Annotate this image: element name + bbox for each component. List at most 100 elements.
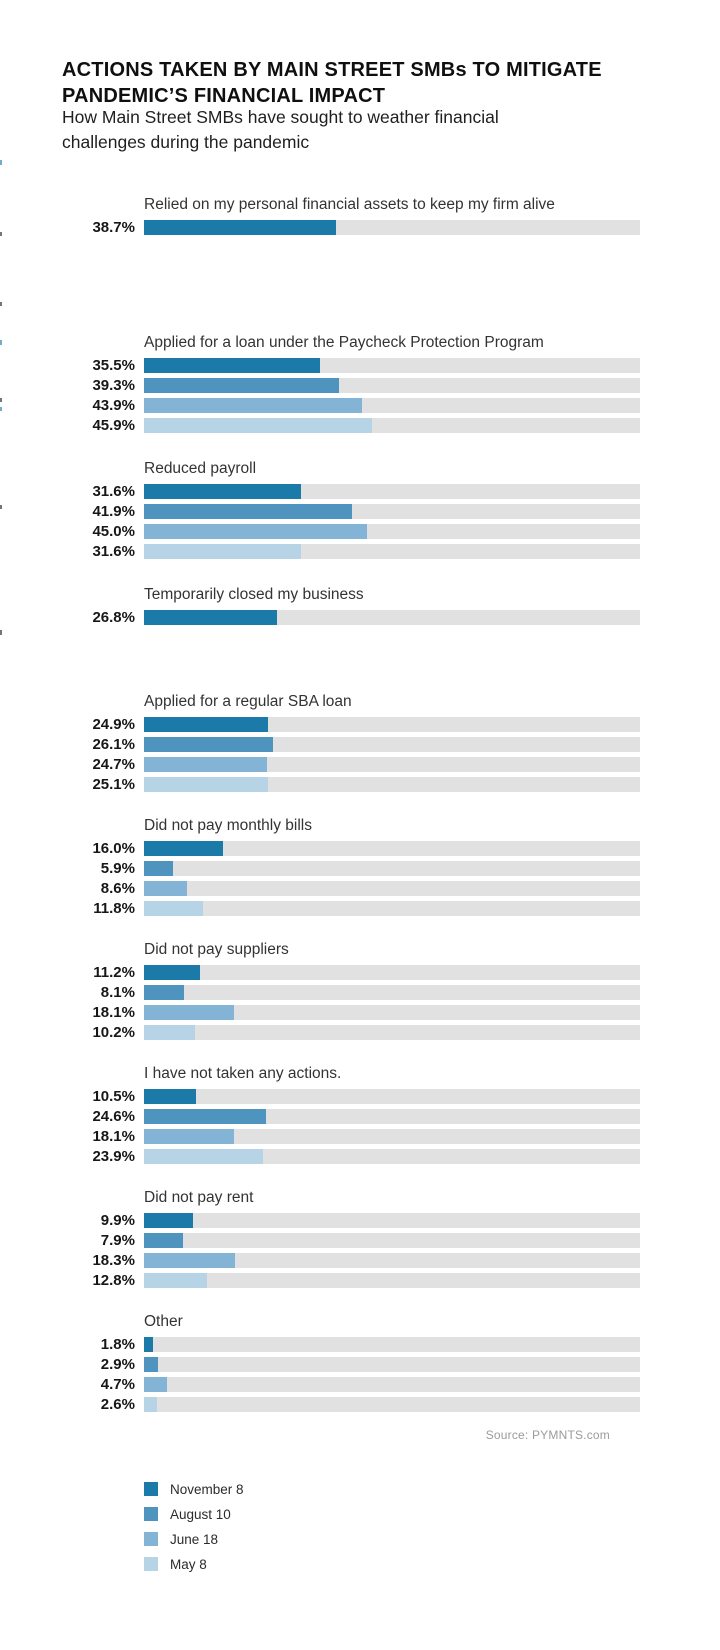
bar: [144, 757, 267, 772]
bar-track: [144, 985, 640, 1000]
bar: [144, 901, 203, 916]
bar-track: [144, 901, 640, 916]
bar-group: Applied for a regular SBA loan 24.9% 26.1%…: [0, 693, 720, 797]
edge-artifact: [0, 160, 2, 165]
page-title-line2: PANDEMIC’S FINANCIAL IMPACT: [62, 85, 386, 107]
group-header: Did not pay monthly bills: [144, 817, 312, 834]
group-header: I have not taken any actions.: [144, 1065, 342, 1082]
bar-row: 41.9%: [0, 504, 720, 524]
bar-row: 35.5%: [0, 358, 720, 378]
bar-group: Reduced payroll 31.6% 41.9% 45.0% 31.6%: [0, 460, 720, 564]
value-label: 35.5%: [92, 357, 135, 374]
value-label: 31.6%: [92, 483, 135, 500]
bar-track: [144, 398, 640, 413]
bar-track: [144, 358, 640, 373]
bar-row: 7.9%: [0, 1233, 720, 1253]
value-label: 24.7%: [92, 756, 135, 773]
value-label: 45.0%: [92, 523, 135, 540]
bar: [144, 1273, 208, 1288]
bar-track: [144, 1253, 640, 1268]
bar: [144, 504, 352, 519]
legend-swatch: [144, 1557, 158, 1571]
bar-row: 18.1%: [0, 1129, 720, 1149]
bar-track: [144, 1213, 640, 1228]
value-label: 12.8%: [92, 1272, 135, 1289]
bar-track: [144, 1357, 640, 1372]
bar-row: 16.0%: [0, 841, 720, 861]
bar: [144, 841, 224, 856]
bar-row: 31.6%: [0, 484, 720, 504]
bar-track: [144, 737, 640, 752]
bar-track: [144, 484, 640, 499]
value-label: 9.9%: [100, 1212, 135, 1229]
bar-group: Did not pay suppliers 11.2% 8.1% 18.1% 10.2%: [0, 941, 720, 1045]
bar-row: 38.7%: [0, 220, 720, 240]
bar-track: [144, 1109, 640, 1124]
bar-row: 24.6%: [0, 1109, 720, 1129]
bar-track: [144, 418, 640, 433]
bar-row: 18.1%: [0, 1005, 720, 1025]
bar-row: 1.8%: [0, 1337, 720, 1357]
bar-track: [144, 1377, 640, 1392]
bar: [144, 965, 200, 980]
bar-row: 18.3%: [0, 1253, 720, 1273]
bar: [144, 717, 268, 732]
bar: [144, 544, 301, 559]
bar-track: [144, 965, 640, 980]
bar-row: 31.6%: [0, 544, 720, 564]
bar-row: 8.1%: [0, 985, 720, 1005]
bar: [144, 1233, 184, 1248]
bar-track: [144, 1005, 640, 1020]
bar-group: Did not pay rent 9.9% 7.9% 18.3% 12.8%: [0, 1189, 720, 1293]
bar-row: 8.6%: [0, 881, 720, 901]
value-label: 41.9%: [92, 503, 135, 520]
bar: [144, 1397, 157, 1412]
bar: [144, 1109, 267, 1124]
bar-group: Other 1.8% 2.9% 4.7% 2.6%: [0, 1313, 720, 1417]
group-header: Did not pay suppliers: [144, 941, 289, 958]
bar-track: [144, 1149, 640, 1164]
bar-track: [144, 1025, 640, 1040]
bar-track: [144, 378, 640, 393]
group-header: Reduced payroll: [144, 460, 257, 477]
bar: [144, 1377, 168, 1392]
value-label: 23.9%: [92, 1148, 135, 1165]
bar: [144, 777, 269, 792]
bar-track: [144, 861, 640, 876]
page-subtitle-line1: How Main Street SMBs have sought to weat…: [62, 107, 499, 127]
bar-track: [144, 1233, 640, 1248]
legend-label: June 18: [170, 1532, 219, 1547]
bar: [144, 1357, 159, 1372]
bar-row: 5.9%: [0, 861, 720, 881]
bar-track: [144, 544, 640, 559]
value-label: 38.7%: [92, 219, 135, 236]
bar-row: 25.1%: [0, 777, 720, 797]
legend-swatch: [144, 1532, 158, 1546]
edge-artifact: [0, 407, 2, 411]
bar-track: [144, 757, 640, 772]
bar: [144, 484, 301, 499]
bar: [144, 1253, 235, 1268]
bar-row: 11.8%: [0, 901, 720, 921]
value-label: 31.6%: [92, 543, 135, 560]
value-label: 18.1%: [92, 1128, 135, 1145]
bar-track: [144, 504, 640, 519]
legend-swatch: [144, 1482, 158, 1496]
bar: [144, 985, 185, 1000]
group-header: Applied for a loan under the Paycheck Pr…: [144, 334, 544, 351]
bar: [144, 737, 274, 752]
edge-artifact: [0, 302, 2, 306]
bar: [144, 1129, 234, 1144]
bar-row: 12.8%: [0, 1273, 720, 1293]
value-label: 24.6%: [92, 1108, 135, 1125]
edge-artifact: [0, 398, 2, 402]
value-label: 45.9%: [92, 417, 135, 434]
bar-row: 26.8%: [0, 610, 720, 630]
bar: [144, 220, 336, 235]
bar-track: [144, 1273, 640, 1288]
bar-row: 2.9%: [0, 1357, 720, 1377]
bar-row: 39.3%: [0, 378, 720, 398]
source-attribution: Source: PYMNTS.com: [485, 1428, 610, 1442]
bar: [144, 1025, 195, 1040]
